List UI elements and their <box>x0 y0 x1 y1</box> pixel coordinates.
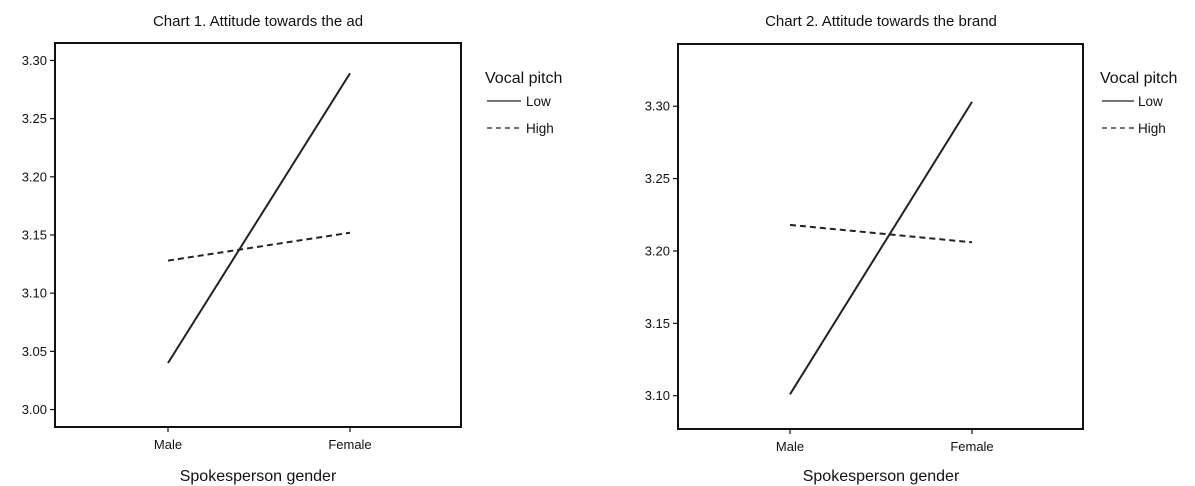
chart-attitude-brand: Chart 2. Attitude towards the brand 3.10… <box>645 13 1178 485</box>
x-tick-label: Female <box>328 437 371 452</box>
series-line-low <box>167 72 351 364</box>
legend: Vocal pitch Low High <box>485 70 562 136</box>
legend-label-high: High <box>1138 121 1166 136</box>
y-axis: 3.10 3.15 3.20 3.25 3.30 <box>645 99 678 403</box>
x-axis: Male Female <box>776 429 994 454</box>
y-axis: 3.00 3.05 3.10 3.15 3.20 3.25 3.30 <box>22 53 55 417</box>
series-line-low <box>789 101 973 395</box>
legend: Vocal pitch Low High <box>1100 70 1177 136</box>
y-tick-label: 3.15 <box>22 228 47 243</box>
y-tick-label: 3.10 <box>645 388 670 403</box>
legend-label-high: High <box>526 121 554 136</box>
legend-label-low: Low <box>526 94 551 109</box>
x-tick-label: Male <box>776 439 804 454</box>
y-tick-label: 3.25 <box>645 171 670 186</box>
series-group <box>789 101 973 395</box>
legend-label-low: Low <box>1138 94 1163 109</box>
series-line-high <box>167 231 351 262</box>
x-axis-title: Spokesperson gender <box>803 468 960 485</box>
y-tick-label: 3.30 <box>22 53 47 68</box>
y-tick-label: 3.15 <box>645 316 670 331</box>
series-group <box>167 72 351 364</box>
y-tick-label: 3.20 <box>22 169 47 184</box>
series-line-high <box>789 223 973 244</box>
x-axis: Male Female <box>154 427 372 452</box>
chart-title: Chart 1. Attitude towards the ad <box>153 13 363 30</box>
y-tick-label: 3.20 <box>645 243 670 258</box>
plot-frame <box>677 43 1084 430</box>
chart-attitude-ad: Chart 1. Attitude towards the ad 3.003.0… <box>22 13 563 485</box>
chart-title: Chart 2. Attitude towards the brand <box>765 13 997 30</box>
x-tick-label: Female <box>950 439 993 454</box>
y-tick-label: 3.30 <box>645 99 670 114</box>
y-tick-label: 3.05 <box>22 344 47 359</box>
x-tick-label: Male <box>154 437 182 452</box>
y-tick-label: 3.25 <box>22 111 47 126</box>
legend-title: Vocal pitch <box>1100 70 1177 87</box>
y-tick-label: 3.10 <box>22 286 47 301</box>
plot-frame <box>54 42 462 428</box>
y-tick-label: 3.00 <box>22 402 47 417</box>
legend-title: Vocal pitch <box>485 70 562 87</box>
x-axis-title: Spokesperson gender <box>180 468 337 485</box>
